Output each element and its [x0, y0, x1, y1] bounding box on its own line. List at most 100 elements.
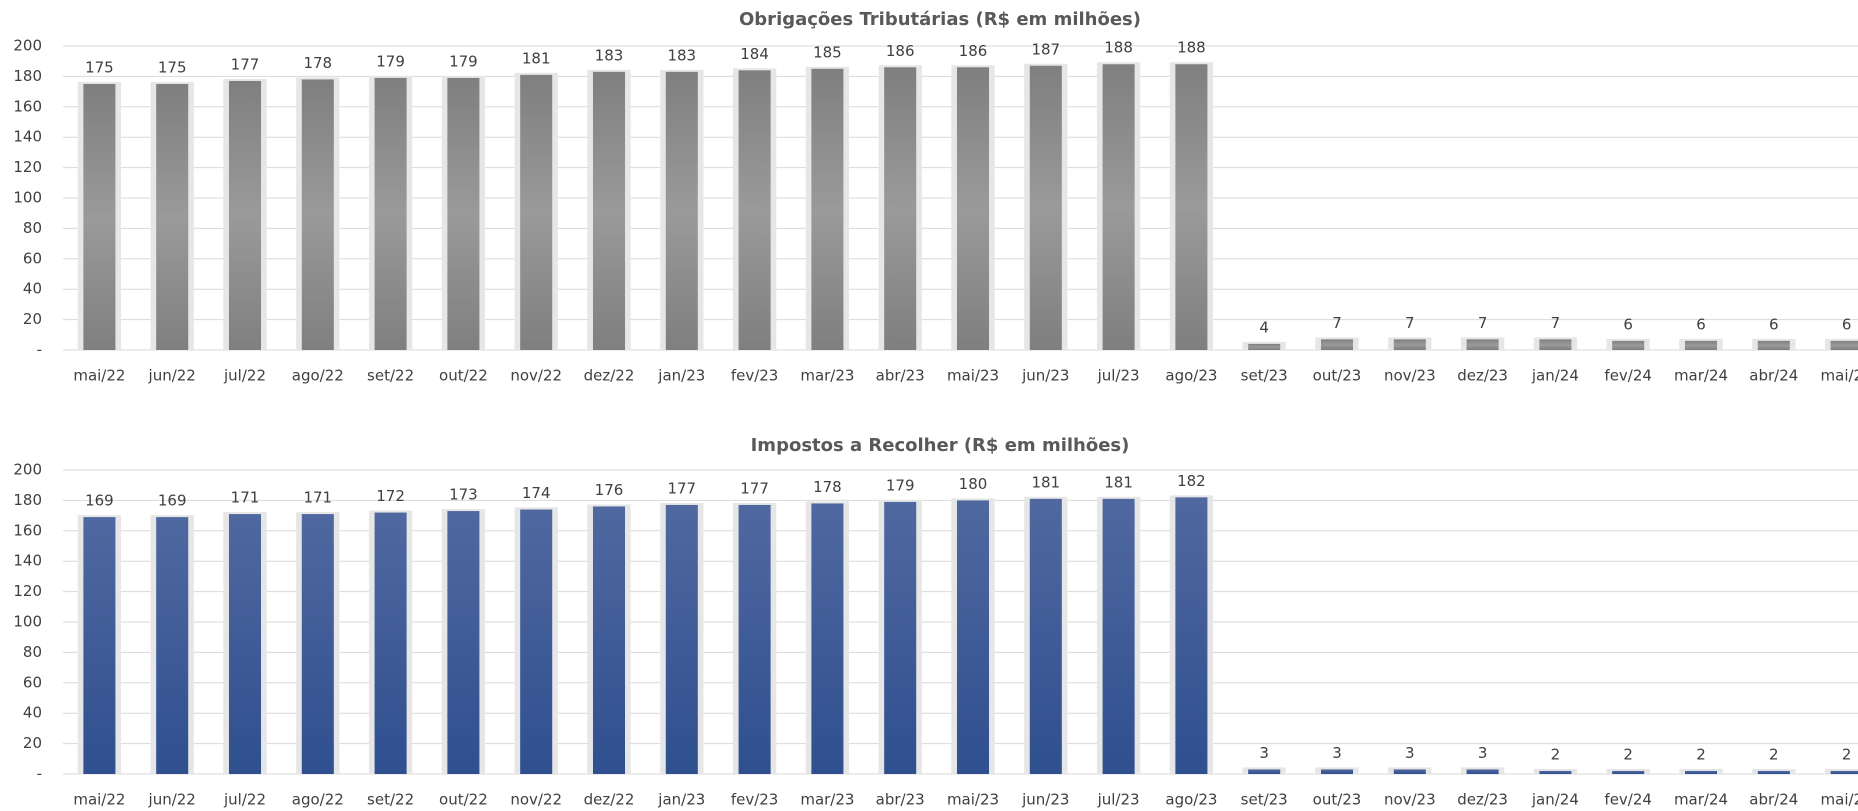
data-label: 181	[1104, 473, 1133, 491]
x-tick-label: mar/24	[1674, 367, 1728, 385]
data-label: 3	[1259, 744, 1269, 762]
bar	[156, 84, 189, 350]
x-tick-label: mai/24	[1821, 791, 1858, 809]
x-tick-label: out/22	[439, 791, 488, 809]
bar	[665, 504, 698, 774]
data-label: 2	[1842, 745, 1852, 763]
chart-title: Impostos a Recolher (R$ em milhões)	[751, 435, 1130, 456]
data-label: 179	[449, 52, 478, 70]
x-tick-label: jul/23	[1097, 367, 1140, 385]
data-label: 7	[1405, 314, 1415, 332]
x-tick-label: abr/24	[1749, 367, 1798, 385]
data-label: 171	[303, 489, 332, 507]
bar	[83, 517, 116, 774]
bar	[665, 71, 698, 350]
y-tick-label: 200	[13, 461, 42, 479]
data-label: 172	[376, 487, 405, 505]
bar	[301, 79, 334, 350]
x-tick-label: jan/23	[657, 791, 705, 809]
bar	[1757, 770, 1790, 774]
bar	[1612, 340, 1645, 350]
y-tick-label: 140	[13, 128, 42, 146]
bar	[1320, 339, 1354, 350]
y-tick-label: 20	[23, 734, 42, 752]
y-tick-label: 60	[23, 249, 42, 267]
x-tick-label: out/22	[439, 367, 488, 385]
x-tick-label: out/23	[1313, 791, 1362, 809]
x-tick-label: jan/24	[1531, 367, 1579, 385]
y-tick-label: 100	[13, 189, 42, 207]
x-tick-label: set/23	[1241, 791, 1288, 809]
bar	[1320, 769, 1354, 774]
x-tick-label: dez/23	[1457, 367, 1508, 385]
x-tick-label: set/23	[1241, 367, 1288, 385]
bar	[228, 80, 262, 351]
x-tick-label: out/23	[1313, 367, 1362, 385]
y-tick-label: 60	[23, 673, 42, 691]
y-tick-label: 160	[13, 521, 42, 539]
y-tick-label: 120	[13, 158, 42, 176]
x-tick-label: fev/23	[731, 367, 779, 385]
bar	[447, 77, 480, 351]
bar	[1393, 769, 1426, 774]
y-tick-label: 200	[13, 37, 42, 55]
x-tick-label: jun/22	[148, 367, 196, 385]
y-tick-label: 140	[13, 552, 42, 570]
bar	[1102, 64, 1135, 351]
x-tick-label: nov/22	[510, 791, 562, 809]
data-label: 2	[1623, 745, 1633, 763]
data-label: 183	[595, 46, 624, 64]
x-tick-label: fev/24	[1604, 367, 1652, 385]
x-tick-label: abr/24	[1749, 791, 1798, 809]
y-tick-label: 120	[13, 582, 42, 600]
y-tick-label: -	[37, 765, 42, 783]
bar	[1757, 340, 1790, 350]
x-tick-label: ago/23	[1165, 367, 1217, 385]
bar	[592, 506, 626, 774]
bar	[738, 70, 771, 350]
bar	[1539, 339, 1572, 350]
x-tick-label: fev/23	[731, 791, 779, 809]
x-tick-label: mai/22	[73, 367, 125, 385]
bar	[374, 512, 407, 774]
x-tick-label: mai/23	[947, 367, 999, 385]
data-label: 188	[1104, 39, 1133, 57]
data-label: 175	[158, 59, 187, 77]
bar	[1248, 769, 1281, 774]
data-label: 7	[1332, 314, 1342, 332]
y-tick-label: 80	[23, 219, 42, 237]
bar	[1393, 339, 1426, 350]
x-tick-label: mai/22	[73, 791, 125, 809]
x-tick-label: mar/23	[800, 367, 854, 385]
bar	[520, 509, 553, 774]
bar	[1175, 64, 1208, 351]
x-tick-label: mar/23	[800, 791, 854, 809]
data-label: 6	[1696, 315, 1706, 333]
bar	[1029, 498, 1062, 774]
x-tick-label: jun/22	[148, 791, 196, 809]
bar	[1466, 769, 1499, 774]
bar	[228, 514, 262, 774]
bar	[811, 68, 844, 351]
bar	[884, 501, 917, 774]
data-label: 3	[1332, 744, 1342, 762]
bar	[1830, 340, 1858, 350]
data-label: 176	[595, 481, 624, 499]
y-tick-label: 80	[23, 643, 42, 661]
x-tick-label: fev/24	[1604, 791, 1652, 809]
bar	[592, 71, 626, 350]
data-label: 186	[886, 42, 915, 60]
x-tick-label: dez/22	[584, 367, 635, 385]
chart-title: Obrigações Tributárias (R$ em milhões)	[739, 9, 1141, 30]
x-tick-label: jul/22	[223, 367, 266, 385]
bar	[1830, 770, 1858, 774]
y-tick-label: 180	[13, 67, 42, 85]
bar	[884, 67, 917, 350]
x-tick-label: jul/22	[223, 791, 266, 809]
bar	[83, 84, 116, 350]
y-tick-label: 160	[13, 97, 42, 115]
x-tick-label: jul/23	[1097, 791, 1140, 809]
data-label: 177	[667, 479, 696, 497]
x-tick-label: mai/23	[947, 791, 999, 809]
data-label: 7	[1551, 314, 1561, 332]
